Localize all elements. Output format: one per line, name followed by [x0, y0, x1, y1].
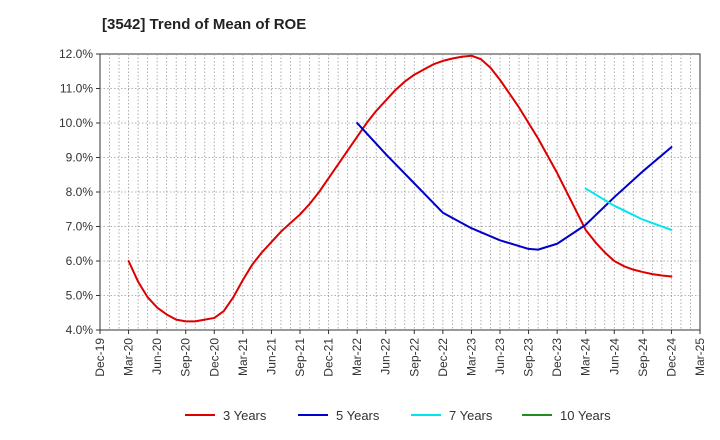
y-tick-label: 9.0%	[66, 151, 94, 165]
x-tick-label: Jun-24	[607, 338, 621, 375]
x-tick-label: Sep-22	[407, 338, 421, 377]
x-tick-label: Dec-24	[664, 338, 678, 377]
series-line	[356, 122, 673, 251]
y-tick-label: 5.0%	[66, 289, 94, 303]
x-tick-label: Dec-23	[550, 338, 564, 377]
x-tick-label: Mar-23	[464, 338, 478, 376]
grid-lines	[96, 53, 701, 334]
y-tick-label: 8.0%	[66, 185, 94, 199]
x-tick-label: Jun-22	[379, 338, 393, 375]
x-tick-label: Sep-23	[522, 338, 536, 377]
legend-label: 7 Years	[449, 408, 493, 423]
chart-title: [3542] Trend of Mean of ROE	[102, 16, 307, 33]
y-tick-label: 11.0%	[60, 82, 93, 96]
y-tick-label: 10.0%	[59, 116, 93, 130]
x-tick-label: Dec-22	[436, 338, 450, 377]
legend-label: 5 Years	[336, 408, 380, 423]
x-tick-label: Sep-24	[636, 338, 650, 377]
x-tick-label: Mar-20	[122, 338, 136, 376]
y-tick-label: 6.0%	[66, 254, 94, 268]
x-tick-label: Mar-25	[693, 338, 707, 376]
x-tick-label: Dec-20	[207, 338, 221, 377]
x-tick-label: Jun-23	[493, 338, 507, 375]
y-tick-label: 4.0%	[66, 323, 94, 337]
series-line	[127, 54, 673, 323]
series-lines	[127, 54, 673, 323]
x-tick-label: Dec-19	[93, 338, 107, 377]
x-tick-label: Sep-20	[179, 338, 193, 377]
y-tick-label: 7.0%	[66, 220, 94, 234]
x-tick-label: Mar-22	[350, 338, 364, 376]
y-tick-label: 12.0%	[59, 47, 93, 61]
axis-labels: 4.0% 5.0% 6.0% 7.0% 8.0% 9.0% 10.0% 11.0% 12.0% D…	[59, 47, 707, 377]
series-line	[584, 187, 673, 231]
x-tick-label: Dec-21	[322, 338, 336, 377]
x-tick-label: Sep-21	[293, 338, 307, 377]
legend: 3 Years 5 Years 7 Years 10 Years	[185, 408, 611, 423]
x-tick-label: Jun-21	[264, 338, 278, 375]
legend-label: 10 Years	[560, 408, 611, 423]
x-tick-label: Mar-21	[236, 338, 250, 376]
legend-label: 3 Years	[223, 408, 267, 423]
plot-area	[99, 53, 701, 331]
x-tick-label: Mar-24	[579, 338, 593, 376]
x-tick-label: Jun-20	[150, 338, 164, 375]
